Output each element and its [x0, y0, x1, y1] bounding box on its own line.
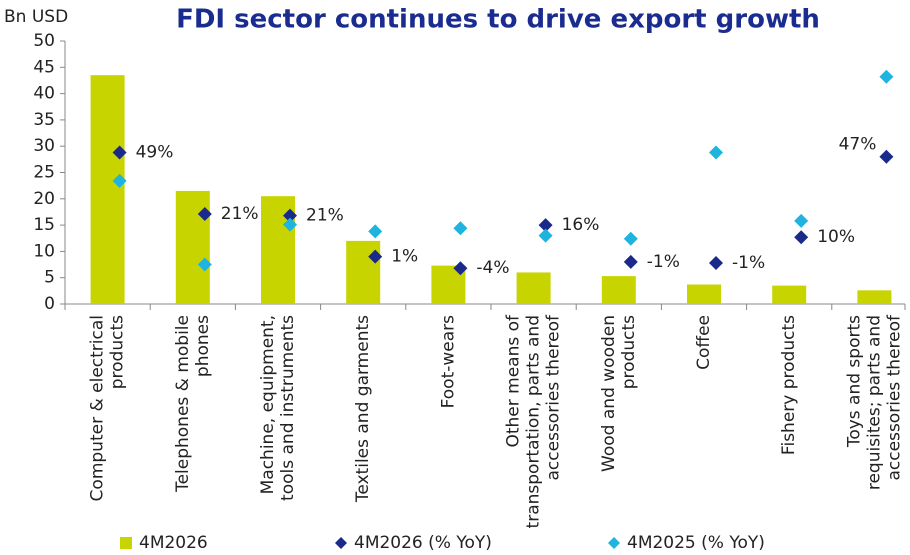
marker — [112, 145, 127, 160]
y-tick-label: 15 — [33, 215, 55, 235]
marker — [623, 231, 638, 246]
legend-label: 4M2026 (% YoY) — [354, 533, 492, 553]
marker — [283, 208, 297, 223]
legend-marker — [335, 537, 347, 549]
marker — [368, 224, 383, 239]
x-tick-label: Machine, equipment,tools and instruments — [258, 315, 298, 501]
bar — [687, 284, 721, 304]
x-tick-label: Textiles and garments — [353, 315, 373, 503]
x-tick-label: Other means oftransportation, parts anda… — [504, 314, 564, 528]
y-tick-label: 0 — [44, 294, 55, 314]
chart-title: FDI sector continues to drive export gro… — [176, 5, 820, 35]
legend-label: 4M2026 — [139, 533, 208, 553]
y-tick-label: 35 — [33, 110, 55, 130]
marker — [709, 145, 723, 160]
annotation: 10% — [817, 227, 855, 247]
marker — [197, 207, 212, 222]
marker — [112, 173, 127, 188]
y-tick-label: 25 — [33, 163, 55, 183]
y-tick-label: 40 — [33, 84, 55, 104]
marker — [623, 254, 638, 269]
marker — [709, 255, 723, 270]
x-tick-label: Foot-wears — [438, 315, 458, 409]
x-tick-label: Fishery products — [779, 315, 799, 455]
x-tick-label: Computer & electricalproducts — [88, 315, 128, 502]
annotation: -1% — [647, 252, 680, 272]
marker — [794, 213, 809, 228]
annotation: -4% — [476, 258, 509, 278]
y-tick-label: 5 — [44, 268, 55, 288]
annotation: 47% — [839, 135, 877, 155]
bar — [516, 272, 551, 304]
legend-swatch — [120, 537, 132, 549]
marker — [879, 149, 894, 164]
legend-label: 4M2025 (% YoY) — [627, 533, 765, 553]
x-tick-label: Telephones & mobilephones — [173, 315, 213, 493]
bar — [772, 285, 807, 304]
y-tick-label: 20 — [33, 189, 55, 209]
marker — [283, 217, 297, 232]
x-tick-label: Wood and woodenproducts — [599, 315, 639, 472]
marker — [453, 221, 468, 236]
marker — [879, 69, 894, 84]
y-tick-label: 30 — [33, 136, 55, 156]
marker — [453, 261, 468, 276]
annotation: 16% — [562, 215, 600, 235]
marker — [197, 257, 212, 272]
bar — [90, 75, 125, 304]
annotation: 21% — [306, 206, 344, 226]
x-tick-label: Coffee — [694, 315, 714, 370]
marker — [368, 249, 383, 264]
legend-marker — [608, 537, 620, 549]
y-tick-label: 10 — [33, 241, 55, 261]
annotation: 49% — [136, 143, 174, 163]
annotation: 1% — [391, 247, 418, 267]
y-tick-label: 50 — [33, 31, 55, 51]
y-tick-label: 45 — [33, 57, 55, 77]
bar — [601, 276, 636, 304]
annotation: -1% — [732, 253, 765, 273]
bar — [857, 290, 892, 304]
marker — [538, 218, 553, 233]
y-axis-label: Bn USD — [4, 7, 68, 27]
x-tick-label: Toys and sportsrequisites; parts andacce… — [844, 314, 904, 490]
marker — [794, 230, 809, 245]
annotation: 21% — [221, 204, 259, 224]
marker — [538, 228, 553, 243]
